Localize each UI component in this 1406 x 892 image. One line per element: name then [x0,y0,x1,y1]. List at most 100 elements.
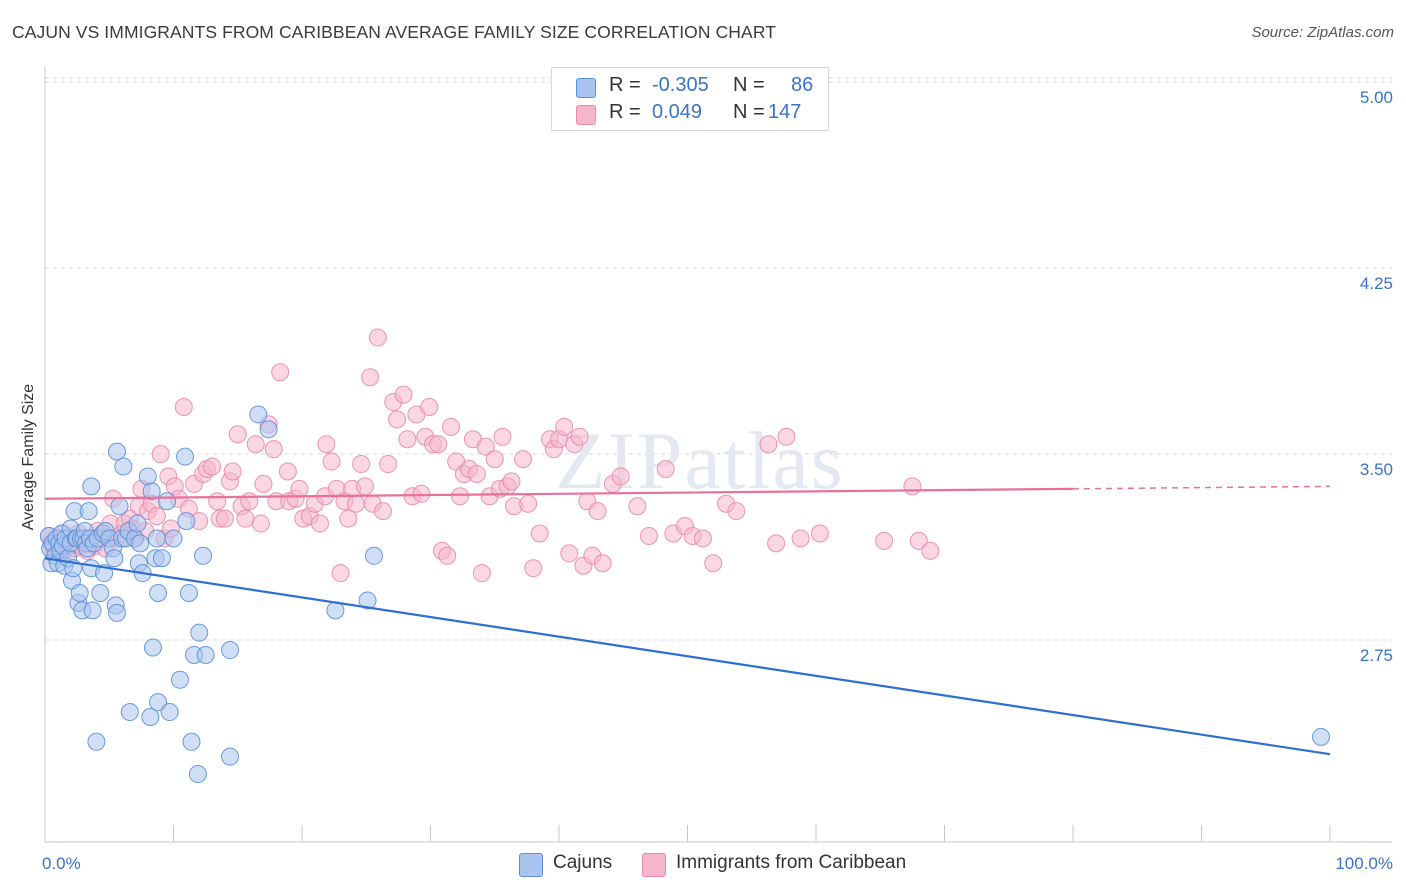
carib-point [759,435,778,454]
y-tick-label: 3.50 [1360,460,1393,479]
carib-point [727,502,746,521]
cajun-point [142,482,161,501]
carib-point [203,457,222,476]
cajun-point [91,584,110,602]
source-label: Source: ZipAtlas.com [1251,24,1394,41]
cajun-point [164,529,183,548]
cajun-point [143,638,162,657]
carib-point [240,492,259,511]
carib-point [639,526,658,545]
carib-point [530,524,549,543]
carib-point [476,437,495,456]
carib-point [420,398,439,416]
bottom-legend-label-cajun: Cajuns [553,852,613,873]
cajun-point [107,442,126,461]
carib-point [228,425,247,444]
carib-point [593,554,612,573]
cajun-point [364,546,383,565]
carib-point [254,474,273,493]
carib-point [704,554,723,573]
cajun-point [149,693,168,712]
carib-point [903,477,922,496]
series-cajun-points [39,405,1331,784]
cajun-point [128,514,147,533]
carib-point [412,484,431,503]
carib-point [379,455,398,474]
carib-point [264,440,283,459]
carib-point [346,494,365,513]
carib-point [485,450,504,469]
carib-point [251,514,270,533]
cajun-point [152,549,171,568]
cajun-point [70,584,89,602]
cajun-point [179,584,198,602]
cajun-point [79,502,98,521]
legend-n-value: 86 [791,74,814,96]
legend-n-label: N = [733,74,765,96]
carib-trend-line [44,487,1074,500]
cajun-point [158,492,177,511]
chart-title: CAJUN VS IMMIGRANTS FROM CARIBBEAN AVERA… [12,22,777,42]
cajun-point [147,529,166,548]
legend-r-value: 0.049 [652,101,703,123]
y-tick-label: 4.25 [1360,274,1393,293]
cajun-point [87,732,106,751]
carib-point [560,544,579,563]
grid-lines [45,77,1392,641]
carib-point [588,502,607,521]
carib-point [693,529,712,548]
x-tick-label: 100.0% [1335,854,1393,873]
cajun-point [177,512,196,531]
cajun-point [221,641,240,660]
stats-legend: R = -0.305 N = 86 R = 0.049 N = 147 [551,67,829,131]
legend-r-value: -0.305 [652,74,709,96]
y-tick-label: 2.75 [1360,646,1393,665]
carib-point [570,427,589,446]
cajun-point [170,670,189,689]
cajun-point [196,646,215,664]
carib-point [290,479,309,498]
cajun-point [221,747,240,766]
carib-point [555,417,574,436]
carib-point [493,427,512,446]
carib-point [373,502,392,521]
cajun-point [1312,727,1331,746]
carib-point [223,462,242,481]
cajun-point [105,549,124,568]
cajun-point [160,703,179,722]
cajun-point [110,497,129,516]
legend-swatch-carib [576,105,596,125]
cajun-point [259,420,278,439]
cajun-point [114,457,133,476]
y-tick-labels: 2.75 3.50 4.25 5.00 [1360,88,1393,665]
carib-point [611,467,630,486]
y-axis-title: Average Family Size [20,384,37,531]
cajun-point [249,405,268,424]
carib-point [236,509,255,528]
carib-point [472,564,491,583]
y-tick-label: 5.00 [1360,88,1393,107]
x-tick-labels: 0.0% 100.0% [42,854,1393,873]
carib-point [246,435,265,454]
cajun-point [358,591,377,610]
cajun-point [138,467,157,486]
carib-point [656,460,675,478]
carib-point [519,494,538,513]
carib-point [271,363,290,382]
axes [44,66,1392,843]
carib-point [921,541,940,560]
carib-point [438,546,457,565]
cajun-point [182,732,201,751]
cajun-point [83,601,102,620]
legend-r-label: R = [609,101,641,123]
bottom-legend-label-carib: Immigrants from Caribbean [676,852,907,873]
carib-point [388,410,407,429]
carib-point [310,514,329,533]
carib-point [355,477,374,496]
carib-trend-extension [1072,485,1331,490]
carib-point [394,385,413,404]
cajun-point [194,546,213,565]
carib-point [398,430,417,449]
carib-point [147,507,166,526]
